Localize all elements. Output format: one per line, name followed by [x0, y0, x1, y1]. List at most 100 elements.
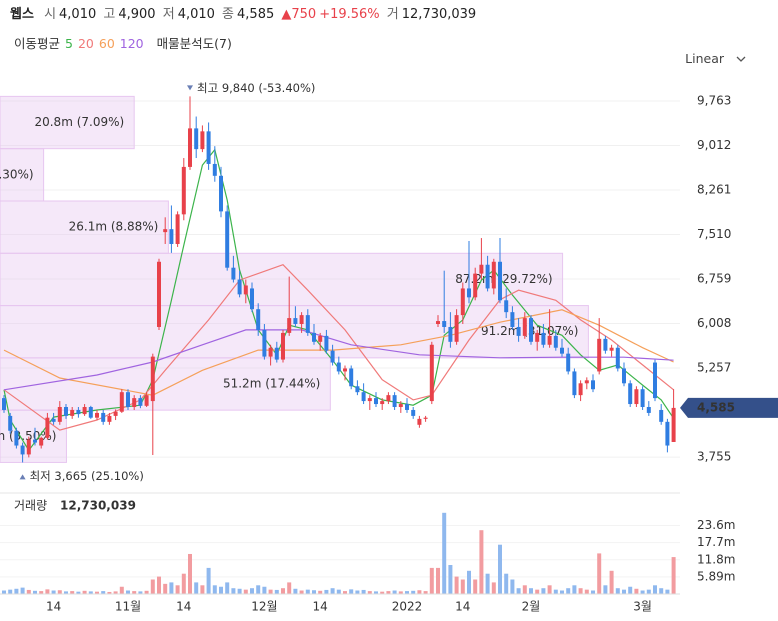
volume-bar — [479, 530, 484, 594]
candle-body — [628, 383, 633, 405]
candle-body — [225, 211, 230, 268]
candle-body — [615, 347, 620, 369]
volume-bar — [603, 585, 608, 594]
volume-bar — [522, 585, 527, 594]
volume-bar — [361, 589, 366, 594]
volume-bar — [274, 589, 279, 594]
volume-bar — [671, 557, 676, 594]
volume-bar — [578, 588, 583, 594]
volume-bar — [243, 589, 248, 594]
volume-bar — [336, 589, 341, 594]
candle-body — [591, 380, 595, 390]
candle-body — [374, 398, 378, 405]
legend-entry: 매물분석도(7) — [156, 36, 232, 51]
candle-body — [14, 430, 19, 446]
candle-body — [609, 347, 614, 351]
candle-body — [454, 315, 459, 342]
candle-body — [349, 368, 354, 387]
scale-toggle[interactable]: Linear — [685, 51, 746, 66]
value: 4,900 — [118, 7, 156, 22]
volume-bar — [591, 590, 595, 594]
header: 웹스 시 4,010 고 4,900 저 4,010 종 4,585 ▲750 +19.5… — [10, 3, 479, 22]
candle-body — [665, 421, 670, 446]
candle-body — [26, 439, 31, 455]
candle-body — [398, 404, 403, 408]
candle-body — [113, 411, 118, 416]
volume-bar — [113, 591, 118, 594]
candle-body — [157, 261, 161, 327]
chevron — [736, 56, 746, 62]
candle-body — [64, 407, 68, 416]
candle-body — [386, 395, 391, 402]
ma-line — [3, 264, 674, 431]
change-pct: +19.56% — [319, 7, 380, 22]
candle-body — [200, 131, 205, 150]
volume-bar — [597, 553, 602, 594]
candle-body — [281, 332, 285, 360]
volume-bar — [380, 591, 385, 594]
volume-bar — [88, 591, 93, 594]
volume-bar — [448, 565, 453, 594]
volume-bar — [144, 590, 149, 594]
x-tick-label: 14 — [176, 600, 191, 614]
candle-body — [262, 329, 267, 357]
volume-bar — [20, 587, 25, 594]
candle-body — [653, 362, 657, 399]
candle-body — [634, 389, 639, 405]
volume-bar — [665, 589, 670, 594]
candle-body — [305, 315, 310, 333]
candle-body — [467, 288, 471, 298]
candle-body — [219, 175, 223, 212]
candle-body — [256, 309, 261, 330]
candle-body — [343, 368, 347, 372]
candle-body — [429, 344, 434, 402]
candle-body — [498, 261, 502, 301]
volume-bar — [250, 588, 254, 594]
volume-bar — [194, 582, 199, 594]
volume-bar — [566, 588, 571, 594]
volume-bar — [2, 590, 6, 594]
x-tick-label: 12월 — [251, 600, 277, 614]
candle-body — [448, 326, 453, 342]
volume-bar — [126, 590, 130, 594]
candle-body — [51, 418, 56, 422]
candle-body — [485, 264, 490, 289]
y-tick-label: 17.7m — [697, 535, 735, 549]
volume-bar — [150, 579, 155, 594]
x-tick-label: 2월 — [522, 600, 541, 614]
y-tick-label: 7,510 — [697, 227, 731, 241]
label: 거 — [386, 7, 399, 22]
candle-body — [380, 401, 385, 405]
volume-bar — [157, 576, 161, 594]
candle-body — [529, 318, 533, 342]
volume-bar — [169, 582, 174, 594]
candle-body — [417, 418, 422, 425]
candle-body — [622, 368, 626, 384]
y-tick-label: 9,012 — [697, 138, 731, 152]
volume-bar — [70, 591, 75, 594]
candle-body — [646, 407, 651, 413]
candle-body — [274, 347, 279, 360]
candle-body — [336, 362, 341, 372]
profile-bar — [0, 305, 589, 359]
volume-bar — [386, 591, 391, 594]
volume-bar — [541, 588, 546, 594]
candle-body — [33, 439, 37, 443]
volume-bar — [572, 585, 577, 594]
candle-body — [460, 288, 465, 316]
candle-body — [126, 392, 130, 408]
volume-title: 거래량 — [14, 499, 47, 513]
label: 종 — [222, 7, 235, 22]
candle-body — [206, 131, 211, 164]
candle-body — [175, 214, 180, 244]
value: 4,010 — [59, 7, 97, 22]
candle-body — [194, 128, 199, 150]
value: 4,010 — [177, 7, 215, 22]
x-tick-label: 3월 — [633, 600, 652, 614]
profile-label: 51.2m (17.44%) — [223, 377, 320, 391]
profile-label: 87.2m (29.72%) — [455, 272, 552, 286]
y-tick-label: 23.6m — [697, 518, 735, 532]
y-tick-label: 6,759 — [697, 272, 731, 286]
profile-bar — [0, 95, 135, 150]
